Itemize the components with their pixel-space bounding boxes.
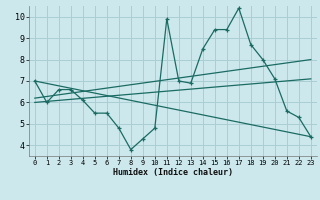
X-axis label: Humidex (Indice chaleur): Humidex (Indice chaleur) [113,168,233,177]
